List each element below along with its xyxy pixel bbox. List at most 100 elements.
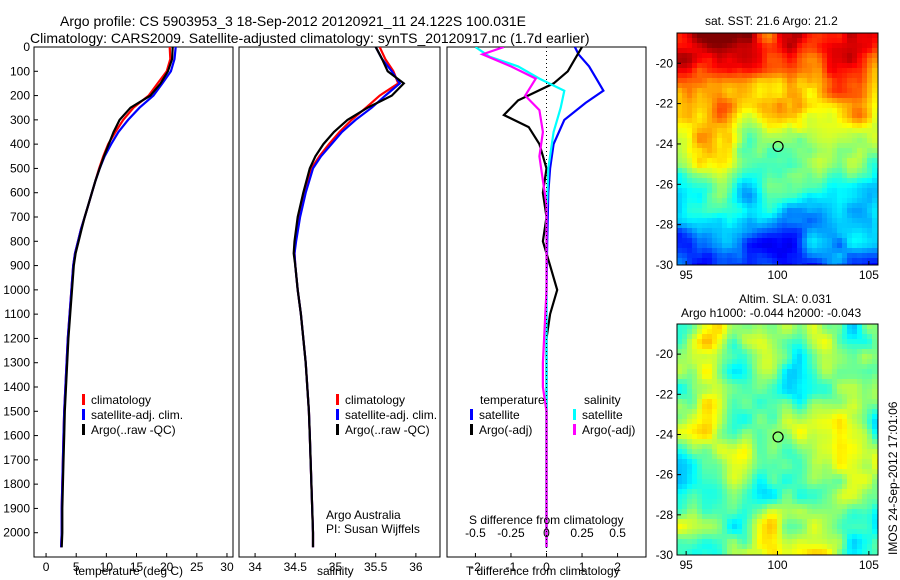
x-tick-label: 95	[679, 558, 693, 572]
sst-map-panel: 95 100 105 -20 -22 -24 -26 -28 -30	[656, 32, 879, 282]
y-tick-label: -28	[656, 508, 674, 522]
sst-map-title: sat. SST: 21.6 Argo: 21.2	[705, 14, 838, 28]
x-tick-label: 15	[130, 560, 144, 574]
sla-map-panel: 95 100 105 -20 -22 -24 -26 -28 -30	[656, 323, 879, 572]
y-tick-label: 800	[10, 234, 30, 248]
x-tick-label: 36	[409, 560, 423, 574]
x-tick-label: -1	[506, 560, 517, 574]
y-tick-label: 200	[10, 89, 30, 103]
y-tick-label: 1600	[3, 429, 30, 443]
y-tick-label: 400	[10, 137, 30, 151]
y-tick-label: 300	[10, 113, 30, 127]
x-tick-label: 1	[579, 560, 586, 574]
y-tick-label: 1900	[3, 501, 30, 515]
plot-frame	[238, 46, 441, 558]
x-tick-label-top: -0.5	[465, 526, 486, 540]
sal-legend-argo: Argo(..raw -QC)	[336, 423, 430, 437]
chart-title-line1: Argo profile: CS 5903953_3 18-Sep-2012 2…	[60, 13, 527, 29]
y-tick-label: 600	[10, 186, 30, 200]
argo-position-marker	[772, 140, 784, 153]
x-tick-label: 10	[100, 560, 114, 574]
y-tick-label: -24	[656, 427, 674, 441]
diff-legend-salinity-header: salinity	[584, 393, 621, 407]
y-tick-label: 1100	[4, 307, 30, 321]
x-tick-label-top: 0.5	[609, 526, 626, 540]
salinity-xlabel: salinity	[317, 564, 354, 578]
x-tick-label: 100	[767, 268, 787, 282]
chart-title-line2: Climatology: CARS2009. Satellite-adjuste…	[30, 30, 590, 46]
imos-timestamp: IMOS 24-Sep-2012 17:01:06	[886, 401, 900, 555]
x-tick-label-top: -0.25	[497, 526, 525, 540]
x-tick-label: 25	[190, 560, 204, 574]
salinity-panel: 34 34.5 35 35.5 36	[238, 46, 441, 574]
difference-xlabel: T difference from climatology	[466, 564, 620, 578]
x-tick-label: 2	[614, 560, 621, 574]
argo-position-marker	[772, 431, 784, 443]
diff-legend-s-argo: Argo(-adj)	[573, 423, 635, 437]
y-tick-label: -20	[656, 347, 674, 361]
x-tick-label: 35	[329, 560, 343, 574]
x-tick-label: 0	[43, 560, 50, 574]
y-tick-label: 1400	[3, 380, 30, 394]
sal-legend-clim: climatology	[336, 393, 405, 407]
series-line-2	[60, 47, 174, 548]
y-tick-label: 1200	[3, 331, 30, 345]
temp-legend-argo: Argo(..raw -QC)	[82, 423, 176, 437]
x-tick-label-top: 0	[543, 526, 550, 540]
y-tick-label: 1800	[3, 477, 30, 491]
map-cells	[677, 324, 879, 556]
sal-legend-sat: satellite-adj. clim.	[336, 408, 437, 422]
y-tick-label: -22	[656, 387, 674, 401]
y-tick-label: 1700	[3, 453, 30, 467]
map-cells	[677, 33, 879, 266]
y-tick-label: 100	[10, 64, 30, 78]
x-tick-label: 20	[160, 560, 174, 574]
sla-map-title: Altim. SLA: 0.031	[739, 292, 832, 306]
y-tick-label: 1500	[3, 404, 30, 418]
diff-legend-temperature-header: temperature	[480, 393, 545, 407]
y-tick-label: -24	[656, 137, 674, 151]
difference-xlabel-top: S difference from climatology	[469, 513, 624, 527]
x-tick-label: 95	[679, 268, 693, 282]
x-tick-label: 105	[859, 558, 879, 572]
y-tick-label: 500	[10, 161, 30, 175]
y-tick-label: 0	[23, 40, 30, 54]
x-tick-label: 105	[859, 268, 879, 282]
y-tick-label: -30	[656, 548, 674, 562]
diff-legend-s-sat: satellite	[573, 408, 623, 422]
salinity-annotation-2: PI: Susan Wijffels	[326, 522, 420, 536]
difference-panel: -2 -1 0 1 2 -0.5 -0.25 0 0.25 0.5	[446, 46, 647, 574]
x-tick-label-top: 0.25	[570, 526, 594, 540]
plot-frame	[33, 46, 234, 558]
x-tick-label: 35.5	[364, 560, 388, 574]
x-tick-label: 34	[248, 560, 262, 574]
temperature-xlabel: temperature (deg C)	[75, 564, 184, 578]
y-tick-label: -20	[656, 56, 674, 70]
y-tick-label: 2000	[3, 526, 30, 540]
x-tick-label: 34.5	[284, 560, 308, 574]
y-tick-label: -30	[656, 258, 674, 272]
sla-map-subtitle: Argo h1000: -0.044 h2000: -0.043	[681, 306, 862, 320]
temp-legend-clim: climatology	[82, 393, 151, 407]
y-tick-label: -28	[656, 218, 674, 232]
diff-legend-t-sat: satellite	[470, 408, 520, 422]
y-tick-label: -26	[656, 468, 674, 482]
y-tick-label: -26	[656, 177, 674, 191]
series-line-3	[479, 47, 548, 548]
x-tick-label: 0	[543, 560, 550, 574]
y-tick-label: 900	[10, 259, 30, 273]
temperature-panel: 0 5 10 15 20 25 300100200300400500600700800900…	[3, 40, 234, 574]
salinity-annotation-1: Argo Australia	[326, 508, 401, 522]
series-line-0	[60, 47, 172, 548]
y-tick-label: 1000	[3, 283, 30, 297]
y-tick-label: -22	[656, 97, 674, 111]
diff-legend-t-argo: Argo(-adj)	[470, 423, 532, 437]
y-tick-label: 700	[10, 210, 30, 224]
x-tick-label: 100	[767, 558, 787, 572]
x-tick-label: 30	[220, 560, 234, 574]
temp-legend-sat: satellite-adj. clim.	[82, 408, 183, 422]
series-line-1	[502, 47, 583, 548]
y-tick-label: 1300	[3, 356, 30, 370]
x-tick-label: -2	[470, 560, 481, 574]
